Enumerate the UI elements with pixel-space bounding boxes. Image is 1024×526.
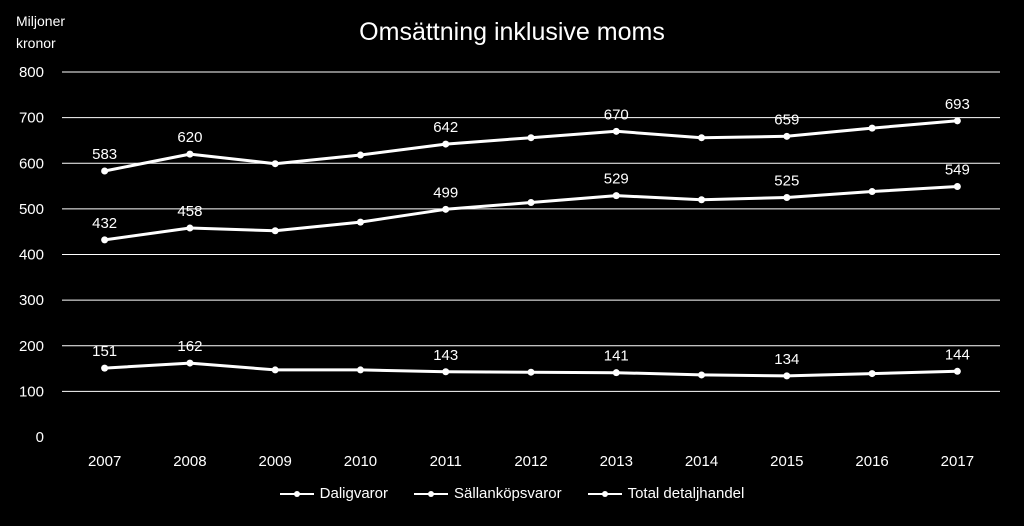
data-point xyxy=(101,364,109,372)
data-point xyxy=(442,368,450,376)
x-tick-label: 2015 xyxy=(770,453,803,470)
data-point xyxy=(953,367,961,375)
y-tick-label: 700 xyxy=(19,110,44,127)
data-point xyxy=(186,150,194,158)
data-label: 529 xyxy=(604,171,629,188)
x-tick-label: 2007 xyxy=(88,453,121,470)
data-label: 549 xyxy=(945,162,970,179)
series-points xyxy=(101,117,961,380)
y-axis-unit-label: Miljoner kronor xyxy=(16,10,65,54)
data-point xyxy=(612,192,620,200)
grid-lines xyxy=(62,71,1000,392)
legend-label: Sällanköpsvaror xyxy=(454,485,562,502)
data-label: 499 xyxy=(433,184,458,201)
legend-line-marker-icon xyxy=(414,488,449,500)
chart-title: Omsättning inklusive moms xyxy=(359,18,665,46)
data-point xyxy=(186,359,194,367)
data-point xyxy=(356,218,364,226)
data-label: 583 xyxy=(92,146,117,163)
series-lines xyxy=(104,119,958,378)
data-point xyxy=(356,151,364,159)
data-point xyxy=(101,167,109,175)
legend-label: Daligvaror xyxy=(319,485,389,502)
data-point xyxy=(186,224,194,232)
x-tick-label: 2012 xyxy=(514,453,547,470)
y-tick-label: 0 xyxy=(36,429,44,446)
data-point xyxy=(612,127,620,135)
legend-item-total-detaljhandel[interactable]: Total detaljhandel xyxy=(587,485,745,502)
data-label: 143 xyxy=(433,347,458,364)
y-tick-label: 400 xyxy=(19,247,44,264)
y-axis-unit-line-1: Miljoner xyxy=(16,13,66,29)
data-point xyxy=(527,198,535,206)
legend-line-marker-icon xyxy=(587,488,622,500)
data-label: 525 xyxy=(774,172,799,189)
data-point xyxy=(783,372,791,380)
data-point xyxy=(953,183,961,191)
y-tick-label: 300 xyxy=(19,292,44,309)
data-label: 162 xyxy=(177,338,202,355)
data-label: 670 xyxy=(604,106,629,123)
legend-item-daligvaror[interactable]: Daligvaror xyxy=(279,485,389,502)
x-tick-label: 2011 xyxy=(430,453,462,470)
data-point xyxy=(527,134,535,142)
data-label: 432 xyxy=(92,215,117,232)
data-point xyxy=(612,369,620,377)
legend: Daligvaror Sällanköpsvaror Total detaljh… xyxy=(0,485,1024,502)
data-point xyxy=(868,188,876,196)
data-labels: 583 620 642 670 659 693 432 458 499 529 525 549 151 1… xyxy=(92,96,970,368)
data-point xyxy=(527,368,535,376)
data-label: 144 xyxy=(945,346,970,363)
x-tick-label: 2010 xyxy=(344,453,377,470)
data-point xyxy=(868,370,876,378)
data-point xyxy=(698,371,706,379)
data-point xyxy=(783,193,791,201)
legend-label: Total detaljhandel xyxy=(627,485,745,502)
y-axis-unit-line-2: kronor xyxy=(16,35,56,51)
data-point xyxy=(868,124,876,132)
x-axis-ticks: 2007 2008 2009 2010 2011 2012 2013 2014 2015 2016… xyxy=(88,453,974,470)
data-point xyxy=(698,134,706,142)
x-tick-label: 2013 xyxy=(600,453,633,470)
data-point xyxy=(271,366,279,374)
series-line-1 xyxy=(104,185,958,242)
data-point xyxy=(783,132,791,140)
x-tick-label: 2016 xyxy=(855,453,888,470)
data-label: 458 xyxy=(177,203,202,220)
data-point xyxy=(271,227,279,235)
y-tick-label: 800 xyxy=(19,64,44,81)
data-point xyxy=(698,196,706,204)
data-point xyxy=(442,140,450,148)
data-label: 693 xyxy=(945,96,970,113)
x-tick-label: 2008 xyxy=(173,453,206,470)
data-label: 659 xyxy=(774,111,799,128)
data-label: 141 xyxy=(604,348,629,365)
y-axis-ticks: 0 100 200 300 400 500 600 700 800 xyxy=(19,64,44,446)
data-point xyxy=(356,366,364,374)
y-tick-label: 500 xyxy=(19,201,44,218)
x-tick-label: 2009 xyxy=(258,453,291,470)
y-tick-label: 600 xyxy=(19,155,44,172)
legend-line-marker-icon xyxy=(279,488,314,500)
data-point xyxy=(953,117,961,125)
legend-item-sallankopsvaror[interactable]: Sällanköpsvaror xyxy=(414,485,562,502)
x-tick-label: 2017 xyxy=(941,453,974,470)
data-label: 151 xyxy=(92,343,117,360)
data-label: 134 xyxy=(774,351,799,368)
data-point xyxy=(101,236,109,244)
data-label: 620 xyxy=(177,129,202,146)
data-label: 642 xyxy=(433,119,458,136)
data-point xyxy=(271,160,279,168)
data-point xyxy=(442,205,450,213)
y-tick-label: 200 xyxy=(19,338,44,355)
y-tick-label: 100 xyxy=(19,383,44,400)
x-tick-label: 2014 xyxy=(685,453,718,470)
